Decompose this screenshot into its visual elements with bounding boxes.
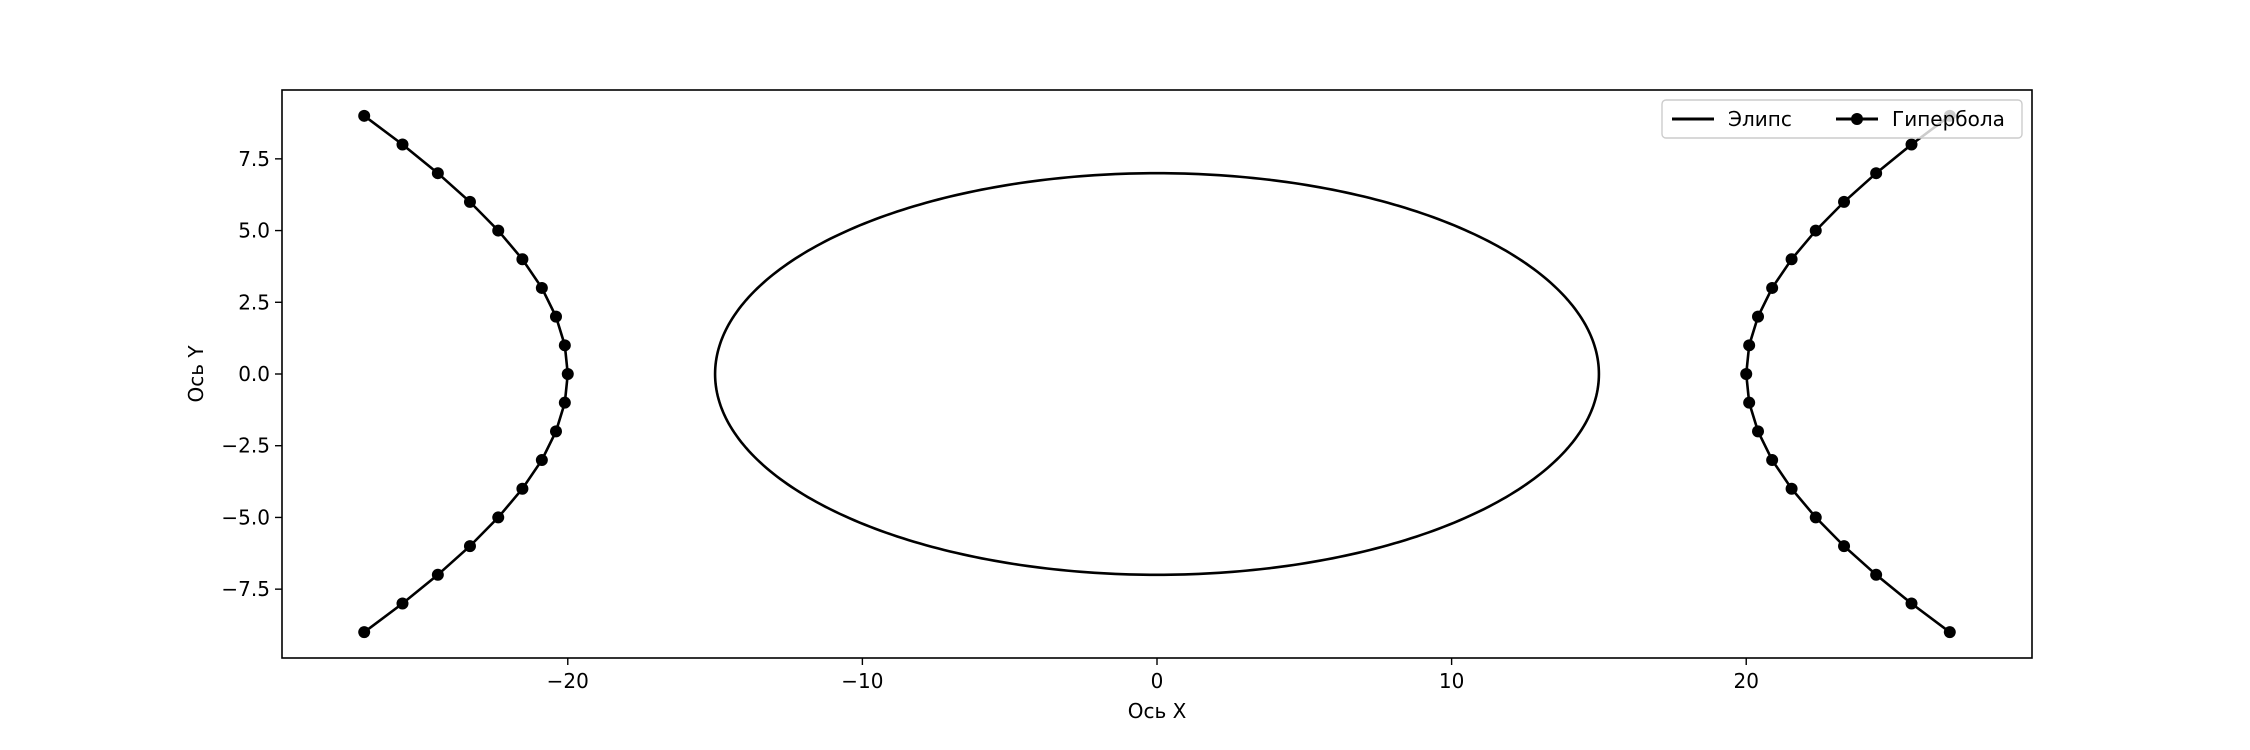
hyperbola-point xyxy=(1905,138,1918,151)
hyperbola-point xyxy=(358,109,371,122)
ellipse-series-line xyxy=(713,171,1601,577)
y-tick-label: 5.0 xyxy=(238,219,270,243)
hyperbola-point xyxy=(1766,454,1779,467)
hyperbola-point xyxy=(1752,425,1765,438)
hyperbola-point xyxy=(558,339,571,352)
hyperbola-point xyxy=(1785,482,1798,495)
legend-hyperbola-marker xyxy=(1851,113,1863,125)
hyperbola-point xyxy=(1743,396,1756,409)
hyperbola-point xyxy=(1905,597,1918,610)
hyperbola-point xyxy=(1740,368,1753,380)
y-tick-label: 0.0 xyxy=(238,362,270,386)
hyperbola-point xyxy=(492,224,505,237)
hyperbola-point xyxy=(463,195,476,208)
x-tick-label: 10 xyxy=(1439,669,1464,693)
hyperbola-point xyxy=(516,253,529,266)
x-tick-label: −10 xyxy=(841,669,883,693)
hyperbola-point xyxy=(492,511,505,524)
hyperbola-point xyxy=(549,425,562,438)
hyperbola-point xyxy=(1809,224,1822,237)
hyperbola-point xyxy=(396,597,409,610)
y-tick-label: −7.5 xyxy=(221,577,270,601)
hyperbola-point xyxy=(463,540,476,553)
hyperbola-point xyxy=(1752,310,1765,323)
hyperbola-point xyxy=(431,568,444,581)
hyperbola-left-branch-line xyxy=(363,114,570,634)
legend-ellipse-label: Элипс xyxy=(1728,107,1792,131)
y-axis: −7.5 −5.0 −2.5 0.0 2.5 5.0 7.5 xyxy=(221,147,282,601)
x-axis: −20 −10 0 10 20 xyxy=(547,658,1759,693)
hyperbola-point xyxy=(431,167,444,180)
x-axis-label: Ось X xyxy=(1128,699,1187,723)
hyperbola-point xyxy=(1838,195,1851,208)
hyperbola-point xyxy=(1838,540,1851,553)
hyperbola-point xyxy=(535,281,548,294)
hyperbola-point xyxy=(1809,511,1822,524)
hyperbola-point xyxy=(1785,253,1798,266)
x-tick-label: −20 xyxy=(547,669,589,693)
x-tick-label: 20 xyxy=(1733,669,1758,693)
y-tick-label: −2.5 xyxy=(221,434,270,458)
hyperbola-point xyxy=(535,454,548,467)
y-tick-label: −5.0 xyxy=(221,505,270,529)
y-axis-label: Ось Y xyxy=(184,345,208,403)
hyperbola-point xyxy=(561,368,574,380)
legend: Элипс Гипербола xyxy=(1661,99,2023,139)
x-tick-label: 0 xyxy=(1151,669,1164,693)
hyperbola-point xyxy=(1766,281,1779,294)
hyperbola-right-branch-line xyxy=(1744,114,1951,634)
legend-hyperbola-label: Гипербола xyxy=(1892,107,2005,131)
axes-frame xyxy=(281,89,2033,659)
plot-area xyxy=(358,109,1956,639)
hyperbola-point xyxy=(558,396,571,409)
hyperbola-point xyxy=(1743,339,1756,352)
hyperbola-point xyxy=(549,310,562,323)
hyperbola-point xyxy=(358,626,371,639)
y-tick-label: 7.5 xyxy=(238,147,270,171)
hyperbola-point xyxy=(1870,568,1883,581)
hyperbola-point xyxy=(1943,626,1956,639)
hyperbola-point xyxy=(516,482,529,495)
hyperbola-point xyxy=(396,138,409,151)
y-tick-label: 2.5 xyxy=(238,290,270,314)
hyperbola-point xyxy=(1870,167,1883,180)
